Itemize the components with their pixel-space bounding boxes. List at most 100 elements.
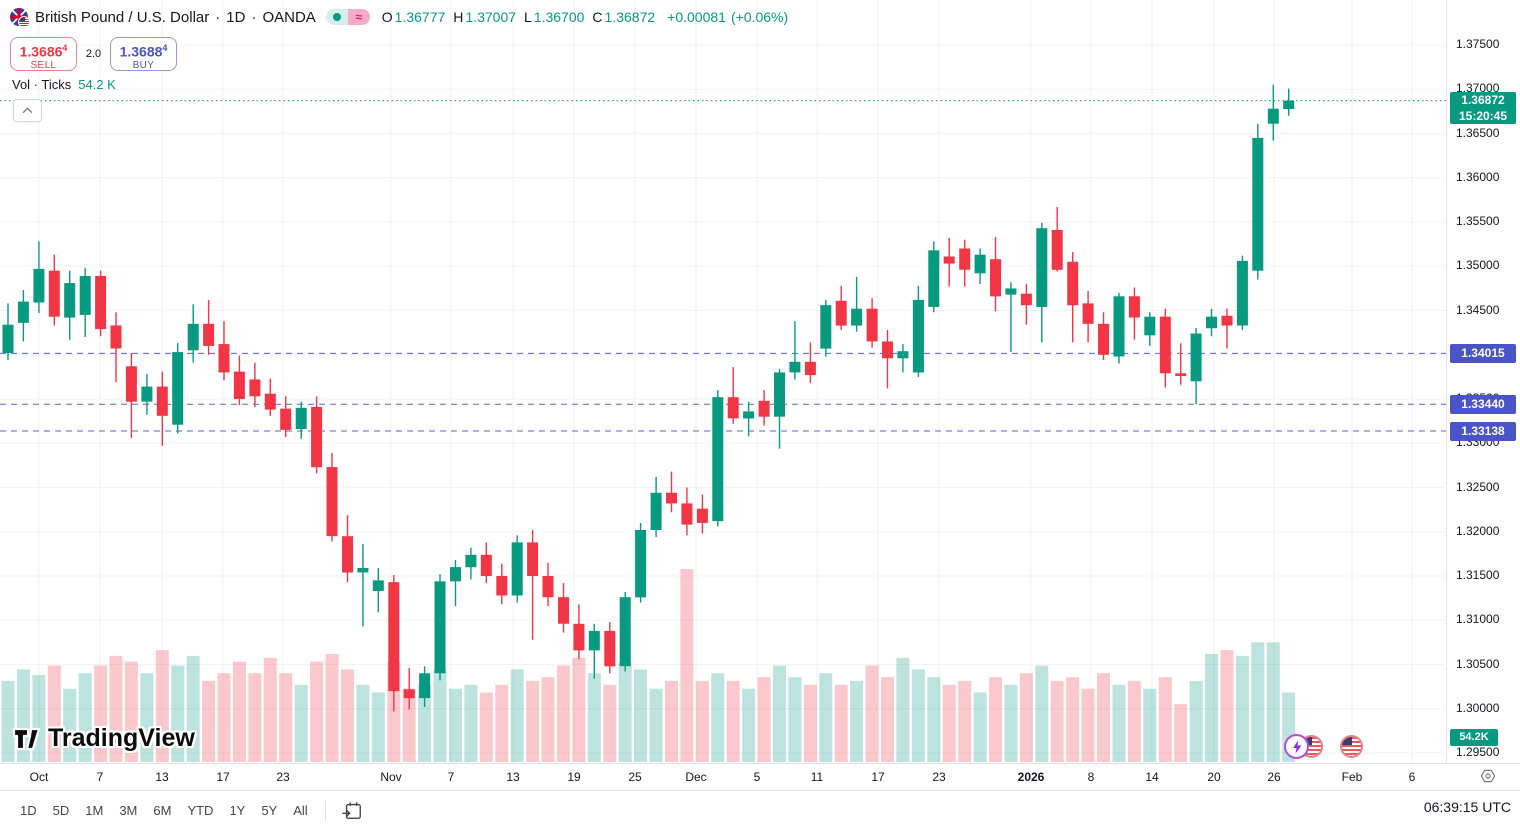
price-tick: 1.34500 — [1456, 302, 1500, 317]
level-lines[interactable] — [0, 352, 1446, 432]
current-price-value: 1.36872 — [1461, 92, 1505, 107]
time-label: 7 — [447, 770, 455, 784]
chart-canvas[interactable] — [0, 0, 1446, 763]
time-label: 17 — [216, 770, 230, 784]
watermark-text: TradingView — [48, 724, 195, 752]
change-percent: (+0.06%) — [730, 9, 789, 25]
time-label: 11 — [810, 770, 824, 784]
close-value: 1.36872 — [604, 9, 656, 25]
economic-event-icons — [1284, 734, 1363, 759]
time-label: Dec — [685, 770, 707, 784]
low-label: L — [524, 9, 532, 25]
high-label: H — [453, 9, 464, 25]
open-label: O — [381, 9, 393, 25]
low-value: 1.36700 — [533, 9, 585, 25]
candles — [2, 84, 1295, 712]
utc-clock[interactable]: 06:39:15 UTC — [1423, 799, 1511, 815]
buy-price: 1.3688 — [119, 43, 163, 60]
title-separator: · — [215, 8, 221, 26]
time-axis[interactable]: Oct 7 13 17 23 Nov 7 13 19 25 Dec 5 11 17 23 2026 8 14 20 2… — [0, 763, 1520, 791]
volume-legend-label: Vol · Ticks — [12, 77, 72, 92]
tradingview-logo-icon — [12, 727, 41, 750]
price-tick: 1.30000 — [1456, 700, 1500, 715]
sell-price-pip: 4 — [62, 43, 68, 53]
gbp-usd-flag-icon — [10, 8, 30, 28]
time-label: 26 — [1267, 770, 1281, 784]
sell-price: 1.3686 — [19, 43, 63, 60]
range-button-1m[interactable]: 1M — [85, 803, 104, 818]
ohlc-readout: O 1.36777 H 1.37007 L 1.36700 C 1.36872 +0.0… — [382, 9, 788, 25]
time-label: 20 — [1207, 770, 1221, 784]
buy-label: BUY — [132, 59, 155, 71]
chevron-up-icon — [22, 107, 33, 114]
price-tick: 1.32000 — [1456, 523, 1500, 538]
volume-axis-badge: 54.2K — [1450, 729, 1498, 746]
time-label: 5 — [753, 770, 761, 784]
bar-countdown: 15:20:45 — [1458, 108, 1508, 123]
high-value: 1.37007 — [465, 9, 517, 25]
range-button-3m[interactable]: 3M — [119, 803, 138, 818]
range-button-all[interactable]: All — [293, 803, 308, 818]
calendar-arrow-icon — [342, 801, 361, 819]
range-button-6m[interactable]: 6M — [153, 803, 172, 818]
sell-button[interactable]: 1.36864 SELL — [10, 37, 77, 71]
market-status-pills[interactable]: ≈ — [325, 9, 370, 25]
exchange-name[interactable]: OANDA — [262, 8, 316, 26]
approx-tilde-icon[interactable]: ≈ — [347, 9, 370, 25]
price-tick: 1.31500 — [1456, 568, 1500, 582]
grid-lines — [0, 0, 1446, 763]
range-button-1d[interactable]: 1D — [20, 803, 37, 818]
timeframe-value[interactable]: 1D — [226, 8, 246, 26]
price-axis[interactable]: 1.37500 1.37000 1.36500 1.36000 1.35500 1.350… — [1446, 0, 1520, 763]
buy-price-pip: 4 — [162, 43, 168, 53]
time-label: 14 — [1145, 770, 1159, 784]
us-flag-icon[interactable] — [1340, 735, 1363, 758]
range-button-ytd[interactable]: YTD — [187, 803, 214, 818]
economic-event-lightning-icon[interactable] — [1284, 734, 1309, 759]
market-open-dot-icon[interactable] — [325, 9, 348, 25]
collapse-legend-button[interactable] — [13, 99, 42, 122]
time-label: Feb — [1341, 770, 1363, 784]
spread-value: 2.0 — [85, 48, 102, 60]
title-separator: · — [251, 8, 257, 26]
current-price-badge: 1.36872 15:20:45 — [1450, 91, 1516, 124]
symbol-name[interactable]: British Pound / U.S. Dollar — [35, 8, 210, 26]
toolbar-divider — [324, 800, 326, 821]
price-tick: 1.36000 — [1456, 169, 1500, 184]
volume-bars — [1, 569, 1296, 763]
price-scale-hexagon-icon[interactable] — [1478, 766, 1498, 791]
time-label: 7 — [96, 770, 104, 784]
range-button-5d[interactable]: 5D — [52, 803, 70, 818]
time-label: 8 — [1087, 770, 1095, 784]
volume-legend[interactable]: Vol · Ticks 54.2 K — [12, 77, 116, 92]
sell-label: SELL — [30, 59, 57, 71]
go-to-date-button[interactable] — [335, 798, 369, 824]
time-label: 17 — [871, 770, 885, 784]
tradingview-watermark[interactable]: TradingView — [12, 724, 195, 753]
time-label: 13 — [506, 770, 520, 784]
price-level-badge[interactable]: 1.34015 — [1450, 343, 1516, 363]
bottom-toolbar: 1D 5D 1M 3M 6M YTD 1Y 5Y All 06:39:15 UTC — [0, 790, 1520, 830]
price-tick: 1.35500 — [1456, 214, 1500, 228]
price-tick: 1.35000 — [1456, 258, 1500, 273]
range-button-5y[interactable]: 5Y — [261, 803, 278, 818]
trade-buttons-row: 1.36864 SELL 2.0 1.36884 BUY — [10, 37, 177, 71]
volume-legend-value: 54.2 K — [78, 77, 116, 92]
price-tick: 1.31000 — [1456, 612, 1500, 627]
time-label: 2026 — [1017, 770, 1045, 784]
price-tick: 1.30500 — [1456, 656, 1500, 671]
price-level-badge[interactable]: 1.33138 — [1450, 421, 1516, 441]
range-button-1y[interactable]: 1Y — [229, 803, 246, 818]
time-label: Oct — [29, 770, 49, 784]
symbol-title-row: British Pound / U.S. Dollar · 1D · OANDA… — [10, 8, 788, 28]
buy-button[interactable]: 1.36884 BUY — [110, 37, 177, 71]
time-label: 23 — [932, 770, 946, 784]
price-level-badge[interactable]: 1.33440 — [1450, 394, 1516, 414]
time-label: Nov — [380, 770, 402, 784]
change-value: +0.00081 — [667, 9, 726, 25]
open-value: 1.36777 — [394, 9, 446, 25]
time-label: 19 — [567, 770, 581, 784]
time-label: 25 — [628, 770, 642, 784]
time-label: 13 — [155, 770, 169, 784]
